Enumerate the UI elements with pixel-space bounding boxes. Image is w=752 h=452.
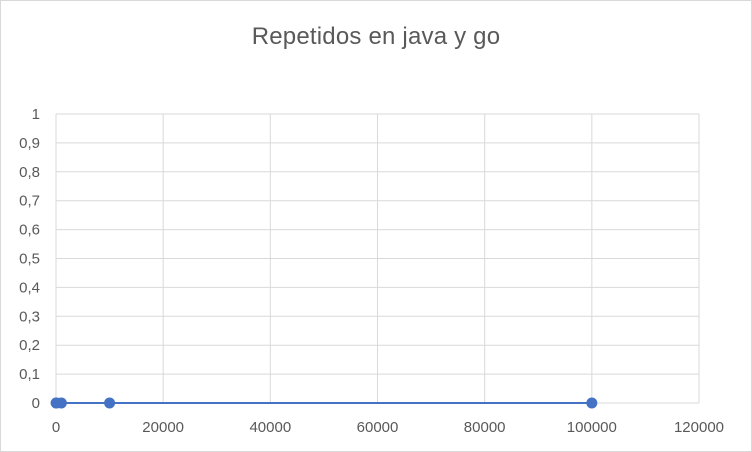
x-tick-label: 80000 bbox=[464, 419, 506, 436]
x-tick-label: 0 bbox=[52, 419, 60, 436]
data-point bbox=[104, 397, 116, 409]
y-tick-label: 0,9 bbox=[19, 135, 40, 152]
x-tick-label: 20000 bbox=[142, 419, 184, 436]
x-tick-label: 40000 bbox=[249, 419, 291, 436]
y-tick-label: 0,4 bbox=[19, 279, 40, 296]
x-tick-label: 60000 bbox=[357, 419, 399, 436]
y-tick-label: 0,1 bbox=[19, 366, 40, 383]
data-point bbox=[586, 397, 598, 409]
y-tick-label: 1 bbox=[32, 106, 40, 123]
x-tick-label: 120000 bbox=[674, 419, 724, 436]
y-tick-label: 0,5 bbox=[19, 251, 40, 268]
y-tick-label: 0,3 bbox=[19, 308, 40, 325]
chart-title: Repetidos en java y go bbox=[251, 23, 501, 50]
y-tick-label: 0 bbox=[32, 395, 40, 412]
data-point bbox=[55, 397, 67, 409]
y-tick-label: 0,2 bbox=[19, 337, 40, 354]
x-tick-label: 100000 bbox=[567, 419, 617, 436]
y-tick-label: 0,6 bbox=[19, 222, 40, 239]
y-tick-label: 0,8 bbox=[19, 164, 40, 181]
y-tick-label: 0,7 bbox=[19, 193, 40, 210]
